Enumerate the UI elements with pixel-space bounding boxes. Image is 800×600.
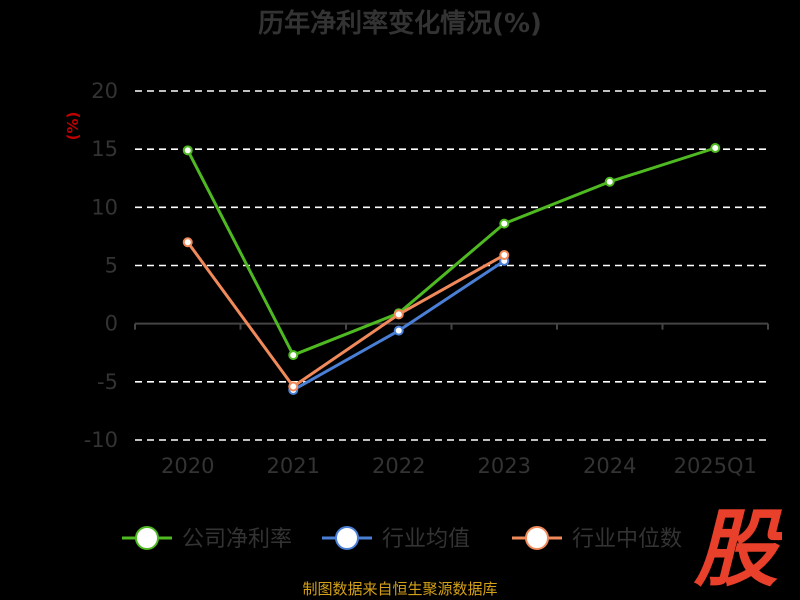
chart-title: 历年净利率变化情况(%) (258, 8, 542, 39)
x-tick-label: 2025Q1 (674, 454, 757, 478)
data-point (182, 237, 193, 248)
series-line-0 (186, 146, 716, 357)
x-tick-label: 2022 (372, 454, 425, 478)
data-point (499, 218, 510, 229)
data-point (288, 381, 299, 392)
legend-marker (135, 526, 159, 550)
legend-label: 行业中位数 (572, 527, 682, 552)
legend-marker (335, 526, 359, 550)
y-tick-label: 0 (105, 312, 118, 336)
grid-lines (135, 90, 768, 441)
x-tick-label: 2021 (267, 454, 320, 478)
brand-logo: 股 (693, 500, 782, 590)
y-tick-label: 5 (105, 254, 118, 278)
y-tick-labels: -10 -5 0 5 10 15 20 (84, 79, 118, 452)
source-note: 制图数据来自恒生聚源数据库 (302, 580, 497, 598)
svg-text:股: 股 (693, 500, 782, 590)
series-line-1 (292, 259, 506, 392)
legend-marker (525, 526, 549, 550)
y-tick-label: -10 (84, 428, 118, 452)
y-tick-label: 10 (91, 195, 118, 219)
data-point (499, 250, 510, 261)
series-line-2 (186, 241, 505, 388)
legend-label: 公司净利率 (182, 527, 292, 552)
x-tick-label: 2023 (478, 454, 531, 478)
data-point (604, 176, 615, 187)
y-tick-label: 20 (91, 79, 118, 103)
y-axis-label: (%) (64, 112, 82, 141)
x-tick-label: 2024 (583, 454, 636, 478)
data-point (393, 309, 404, 320)
legend: 公司净利率 行业均值 行业中位数 (122, 526, 682, 552)
series-lines (182, 143, 721, 395)
y-tick-label: -5 (97, 370, 118, 394)
data-point (182, 145, 193, 156)
data-point (288, 350, 299, 361)
data-point (393, 325, 404, 336)
x-tick-label: 2020 (161, 454, 214, 478)
x-axis: 2020 2021 2022 2023 2024 2025Q1 (134, 322, 769, 478)
y-tick-label: 15 (91, 137, 118, 161)
data-point (710, 143, 721, 154)
legend-label: 行业均值 (382, 527, 470, 552)
